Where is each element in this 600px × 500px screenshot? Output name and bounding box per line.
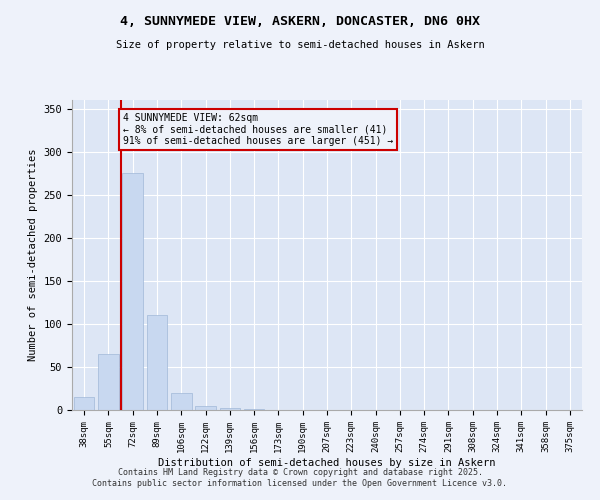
Bar [74,397,94,410]
Text: 4, SUNNYMEDE VIEW, ASKERN, DONCASTER, DN6 0HX: 4, SUNNYMEDE VIEW, ASKERN, DONCASTER, DN… [120,15,480,28]
Text: 4 SUNNYMEDE VIEW: 62sqm
← 8% of semi-detached houses are smaller (41)
91% of sem: 4 SUNNYMEDE VIEW: 62sqm ← 8% of semi-det… [123,113,393,146]
Bar [244,409,265,410]
X-axis label: Distribution of semi-detached houses by size in Askern: Distribution of semi-detached houses by … [158,458,496,468]
Y-axis label: Number of semi-detached properties: Number of semi-detached properties [28,149,38,361]
Bar [146,316,167,410]
Bar [98,354,119,410]
Bar [122,173,143,410]
Bar [171,393,191,410]
Text: Size of property relative to semi-detached houses in Askern: Size of property relative to semi-detach… [116,40,484,50]
Text: Contains HM Land Registry data © Crown copyright and database right 2025.
Contai: Contains HM Land Registry data © Crown c… [92,468,508,487]
Bar [195,406,216,410]
Bar [220,408,240,410]
